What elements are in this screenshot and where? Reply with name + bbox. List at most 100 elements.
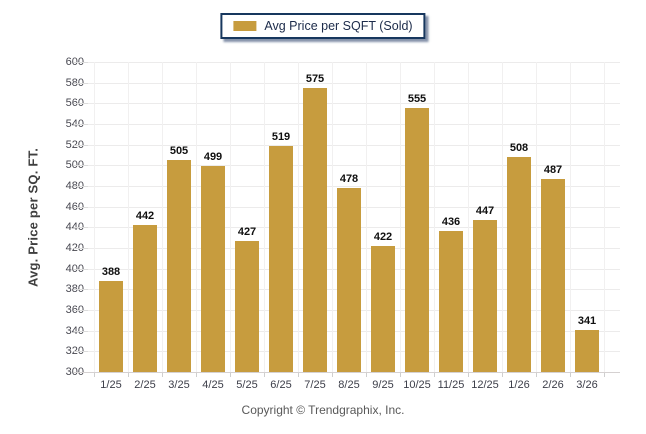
bar-group-11-25: 436 xyxy=(434,62,468,372)
x-tick-mark xyxy=(570,373,571,377)
bar-group-4-25: 499 xyxy=(196,62,230,372)
bar xyxy=(439,231,463,372)
bar-group-2-26: 487 xyxy=(536,62,570,372)
bar xyxy=(507,157,531,372)
legend: Avg Price per SQFT (Sold) xyxy=(220,13,426,39)
bar-group-10-25: 555 xyxy=(400,62,434,372)
vertical-gridline xyxy=(502,62,503,372)
x-tick-mark xyxy=(604,373,605,377)
vertical-gridline xyxy=(570,62,571,372)
x-tick-label: 4/25 xyxy=(202,379,224,391)
x-tick-label: 12/25 xyxy=(471,379,499,391)
x-tick-mark xyxy=(196,373,197,377)
y-tick-mark xyxy=(74,268,88,270)
bar-value-label: 447 xyxy=(475,205,495,217)
gridline xyxy=(74,62,620,63)
bar-value-label: 341 xyxy=(577,315,597,327)
gridline xyxy=(74,144,620,146)
bar-group-7-25: 575 xyxy=(298,62,332,372)
bar-group-3-26: 341 xyxy=(570,62,604,372)
x-tick-mark xyxy=(468,373,469,377)
bar-value-label: 555 xyxy=(407,93,427,105)
bar xyxy=(575,330,599,372)
bar-value-label: 478 xyxy=(339,173,359,185)
vertical-gridline xyxy=(230,62,231,372)
vertical-gridline xyxy=(536,62,537,372)
bar xyxy=(99,281,123,372)
vertical-gridline xyxy=(196,62,197,372)
y-tick-mark xyxy=(74,165,88,167)
x-tick-label: 10/25 xyxy=(403,379,431,391)
bar-value-label: 499 xyxy=(203,151,223,163)
vertical-gridline xyxy=(264,62,265,372)
bar-value-label: 388 xyxy=(101,266,121,278)
bar-value-label: 575 xyxy=(305,73,325,85)
bar-value-label: 487 xyxy=(543,164,563,176)
bar xyxy=(337,188,361,372)
bar-value-label: 427 xyxy=(237,226,257,238)
bar-value-label: 508 xyxy=(509,142,529,154)
bar xyxy=(371,246,395,372)
y-tick-mark xyxy=(74,310,88,311)
y-tick-mark xyxy=(74,248,88,249)
x-tick-mark xyxy=(128,373,129,377)
bar-group-1-26: 508 xyxy=(502,62,536,372)
bar xyxy=(541,179,565,372)
bar xyxy=(405,108,429,372)
bar-value-label: 442 xyxy=(135,210,155,222)
vertical-gridline xyxy=(332,62,333,372)
x-tick-mark xyxy=(230,373,231,377)
x-tick-mark xyxy=(536,373,537,377)
bar xyxy=(269,146,293,372)
legend-label: Avg Price per SQFT (Sold) xyxy=(264,19,413,33)
vertical-gridline xyxy=(162,62,163,372)
vertical-gridline xyxy=(400,62,401,372)
x-tick-label: 2/26 xyxy=(542,379,564,391)
gridline xyxy=(74,124,620,125)
x-tick-label: 1/26 xyxy=(508,379,530,391)
y-tick-mark xyxy=(74,82,88,84)
x-tick-label: 9/25 xyxy=(372,379,394,391)
bar-group-3-25: 505 xyxy=(162,62,196,372)
vertical-gridline xyxy=(298,62,299,372)
bar-group-9-25: 422 xyxy=(366,62,400,372)
x-tick-mark xyxy=(400,373,401,377)
y-tick-mark xyxy=(74,227,88,229)
y-tick-mark xyxy=(74,206,88,208)
vertical-gridline xyxy=(128,62,129,372)
bar xyxy=(473,220,497,372)
bar-group-5-25: 427 xyxy=(230,62,264,372)
bar-value-label: 436 xyxy=(441,216,461,228)
gridline xyxy=(74,82,620,84)
x-axis-line xyxy=(74,372,620,373)
vertical-gridline xyxy=(468,62,469,372)
x-tick-label: 3/25 xyxy=(168,379,190,391)
x-tick-label: 6/25 xyxy=(270,379,292,391)
vertical-gridline xyxy=(94,62,95,372)
x-tick-mark xyxy=(502,373,503,377)
plot-area: 388 442 505 499 427 519 575 478 422 555 436 447 508 4… xyxy=(94,62,604,372)
bar-group-1-25: 388 xyxy=(94,62,128,372)
vertical-gridline xyxy=(434,62,435,372)
gridline xyxy=(74,103,620,105)
y-axis-title: Avg. Price per SQ. FT. xyxy=(25,147,41,287)
x-tick-mark xyxy=(162,373,163,377)
y-tick-mark xyxy=(74,144,88,146)
bar xyxy=(133,225,157,372)
y-tick-mark xyxy=(74,103,88,105)
copyright-text: Copyright © Trendgraphix, Inc. xyxy=(241,403,405,417)
gridline xyxy=(74,186,620,187)
bar-value-label: 505 xyxy=(169,145,189,157)
bar-group-12-25: 447 xyxy=(468,62,502,372)
gridline xyxy=(74,165,620,167)
bar xyxy=(303,88,327,372)
x-tick-mark xyxy=(264,373,265,377)
vertical-gridline xyxy=(604,62,605,372)
x-tick-label: 3/26 xyxy=(576,379,598,391)
vertical-gridline xyxy=(366,62,367,372)
bar-group-2-25: 442 xyxy=(128,62,162,372)
bar xyxy=(235,241,259,372)
x-tick-mark xyxy=(434,373,435,377)
x-tick-mark xyxy=(332,373,333,377)
